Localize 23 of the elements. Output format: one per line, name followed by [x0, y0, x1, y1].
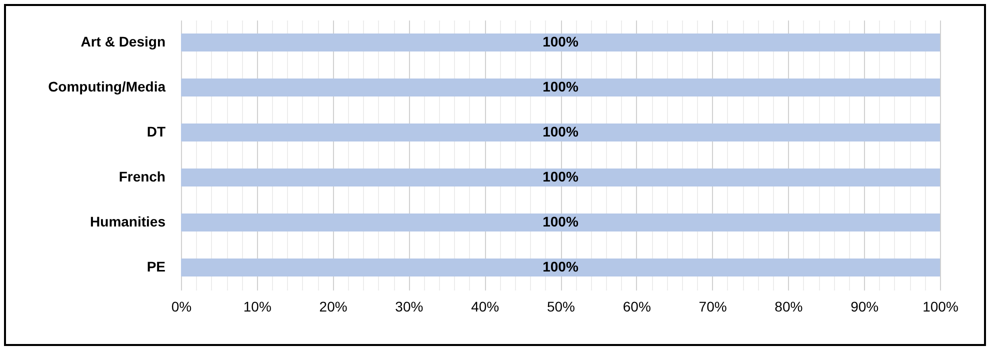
text: 100%	[542, 214, 578, 230]
x-tick-label: 30%	[395, 298, 424, 314]
x-tick-label: 40%	[471, 298, 500, 314]
y-tick-label: Art & Design	[80, 34, 166, 50]
x-tick-label: 50%	[546, 298, 576, 314]
text: 100%	[542, 124, 578, 140]
text: 100%	[542, 168, 578, 184]
x-tick-label: 90%	[850, 298, 879, 314]
y-tick-label: Humanities	[90, 214, 166, 230]
x-tick-label: 20%	[319, 298, 348, 314]
y-tick-label: French	[118, 168, 166, 184]
text: 100%	[542, 34, 578, 50]
y-tick-label: PE	[146, 258, 166, 274]
text: 100%	[542, 78, 578, 94]
x-tick-label: 60%	[622, 298, 651, 314]
x-tick-label: 0%	[171, 298, 192, 314]
text: 100%	[542, 258, 578, 274]
x-tick-label: 80%	[774, 298, 803, 314]
x-tick-label: 70%	[698, 298, 727, 314]
x-tick-label: 100%	[922, 298, 958, 314]
y-tick-label: DT	[146, 124, 166, 140]
y-tick-label: Computing/Media	[48, 78, 166, 94]
x-tick-label: 10%	[243, 298, 272, 314]
